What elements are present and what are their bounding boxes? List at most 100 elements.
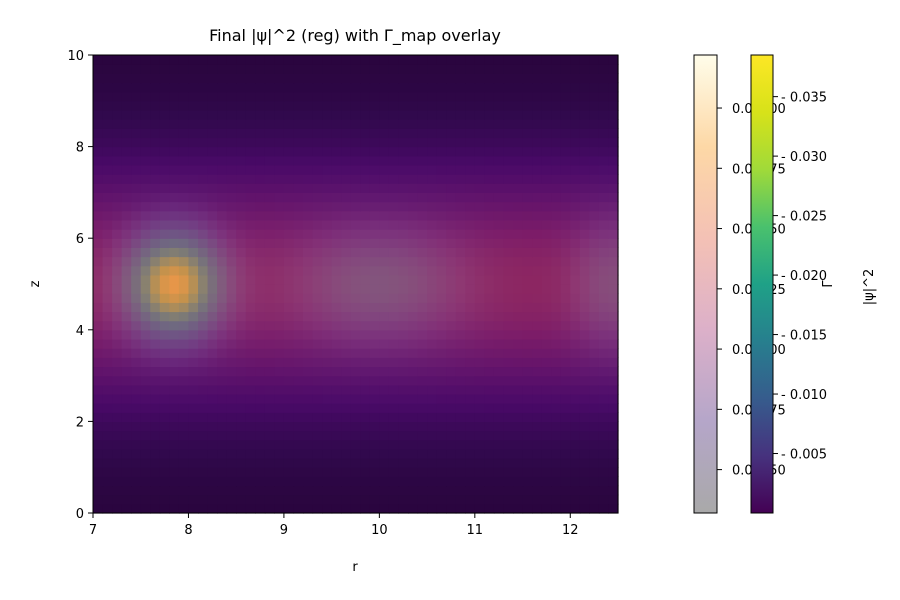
heatmap-cell [169,146,180,157]
heatmap-cell [245,210,256,221]
heatmap-cell [112,458,123,468]
heatmap-cell [598,375,610,386]
heatmap-cell [207,128,218,139]
heatmap-cell [436,128,447,139]
heatmap-cell [140,201,151,212]
heatmap-cell [513,219,524,230]
heatmap-cell [369,256,380,267]
heatmap-cell [274,265,285,276]
heatmap-cell [398,109,409,120]
heatmap-cell [283,467,295,477]
heatmap-cell [274,229,285,239]
heatmap-cell [369,265,380,276]
heatmap-cell [331,119,342,129]
heatmap-cell [121,155,132,166]
heatmap-cell [388,384,400,395]
heatmap-cell [493,247,505,258]
heatmap-cell [312,192,323,203]
heatmap-cell [503,329,514,340]
heatmap-cell [226,430,237,441]
heatmap-cell [102,476,113,487]
heatmap-cell [417,412,428,422]
heatmap-cell [102,219,113,230]
heatmap-cell [169,348,180,358]
heatmap-cell [388,302,400,313]
heatmap-cell [436,73,447,84]
heatmap-cell [255,174,266,184]
heatmap-cell [379,109,390,120]
heatmap-cell [560,476,571,487]
heatmap-cell [417,55,428,65]
heatmap-cell [264,128,275,139]
heatmap-cell [589,421,600,432]
heatmap-cell [417,238,428,248]
heatmap-cell [131,494,142,505]
heatmap-cell [570,366,581,377]
heatmap-cell [465,357,476,368]
heatmap-cell [178,183,190,193]
heatmap-cell [570,476,581,487]
heatmap-cell [560,366,571,377]
heatmap-cell [503,119,514,129]
heatmap-cell [446,201,457,212]
heatmap-cell [427,494,438,505]
heatmap-cell [436,403,447,413]
heatmap-cell [551,430,562,441]
heatmap-cell [236,247,247,258]
heatmap-cell [303,109,314,120]
heatmap-cell [560,458,571,468]
heatmap-cell [121,137,132,148]
heatmap-cell [350,219,361,230]
heatmap-cell [474,366,485,377]
heatmap-cell [350,320,361,331]
heatmap-cell [131,403,142,413]
heatmap-cell [560,91,571,102]
heatmap-cell [598,265,610,276]
heatmap-cell [408,503,419,514]
heatmap-cell [245,229,256,239]
heatmap-cell [522,247,533,258]
heatmap-cell [360,293,371,303]
heatmap-cell [236,430,247,441]
heatmap-cell [436,338,447,349]
heatmap-cell [388,210,400,221]
heatmap-cell [312,55,323,65]
heatmap-cell [93,284,104,294]
heatmap-cell [532,192,543,203]
heatmap-cell [312,366,323,377]
heatmap-cell [541,119,552,129]
heatmap-cell [513,439,524,450]
heatmap-cell [484,284,495,294]
heatmap-cell [513,247,524,258]
heatmap-cell [93,247,104,258]
heatmap-cell [207,412,218,422]
heatmap-cell [560,146,571,157]
heatmap-cell [102,238,113,248]
heatmap-cell [112,238,123,248]
heatmap-cell [608,329,619,340]
heatmap-cell [322,293,333,303]
heatmap-cell [274,421,285,432]
heatmap-cell [198,55,209,65]
heatmap-cell [465,119,476,129]
heatmap-cell [455,155,466,166]
heatmap-cell [226,366,237,377]
heatmap-cell [513,329,524,340]
heatmap-cell [503,174,514,184]
heatmap-cell [598,485,610,496]
heatmap-cell [455,164,466,175]
heatmap-cell [503,348,514,358]
heatmap-cell [436,219,447,230]
heatmap-cell [465,146,476,157]
heatmap-cell [226,293,237,303]
heatmap-cell [522,320,533,331]
heatmap-cell [131,229,142,239]
heatmap-cell [465,348,476,358]
heatmap-cell [503,302,514,313]
heatmap-cell [436,375,447,386]
heatmap-cell [93,201,104,212]
heatmap-cell [178,293,190,303]
heatmap-cell [188,494,199,505]
heatmap-cell [474,476,485,487]
heatmap-cell [112,421,123,432]
